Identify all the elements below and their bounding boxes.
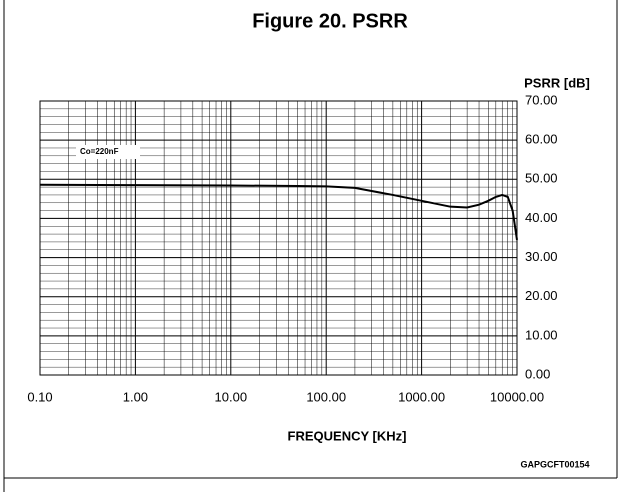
x-tick-label: 0.10	[27, 389, 52, 404]
x-tick-label: 10000.00	[490, 389, 544, 404]
plot-area	[39, 100, 518, 376]
chart-title: Figure 20. PSRR	[252, 10, 408, 32]
y-tick-label: 50.00	[525, 171, 558, 186]
y-tick-label: 70.00	[525, 92, 558, 107]
annotation: Co=220nF	[80, 147, 119, 156]
y-tick-label: 30.00	[525, 249, 558, 264]
y-tick-label: 10.00	[525, 327, 558, 342]
x-tick-label: 1000.00	[398, 389, 445, 404]
y-axis-label: PSRR [dB]	[524, 75, 590, 90]
x-axis-label: FREQUENCY [KHz]	[288, 428, 407, 443]
y-tick-label: 60.00	[525, 132, 558, 147]
figure-code: GAPGCFT00154	[520, 459, 589, 469]
line-series	[39, 183, 518, 241]
annotation-box	[76, 145, 140, 159]
y-tick-label: 20.00	[525, 288, 558, 303]
x-tick-label: 1.00	[123, 389, 148, 404]
y-tick-label: 0.00	[525, 366, 550, 381]
y-tick-label: 40.00	[525, 210, 558, 225]
x-tick-label: 10.00	[215, 389, 248, 404]
x-tick-label: 100.00	[306, 389, 346, 404]
